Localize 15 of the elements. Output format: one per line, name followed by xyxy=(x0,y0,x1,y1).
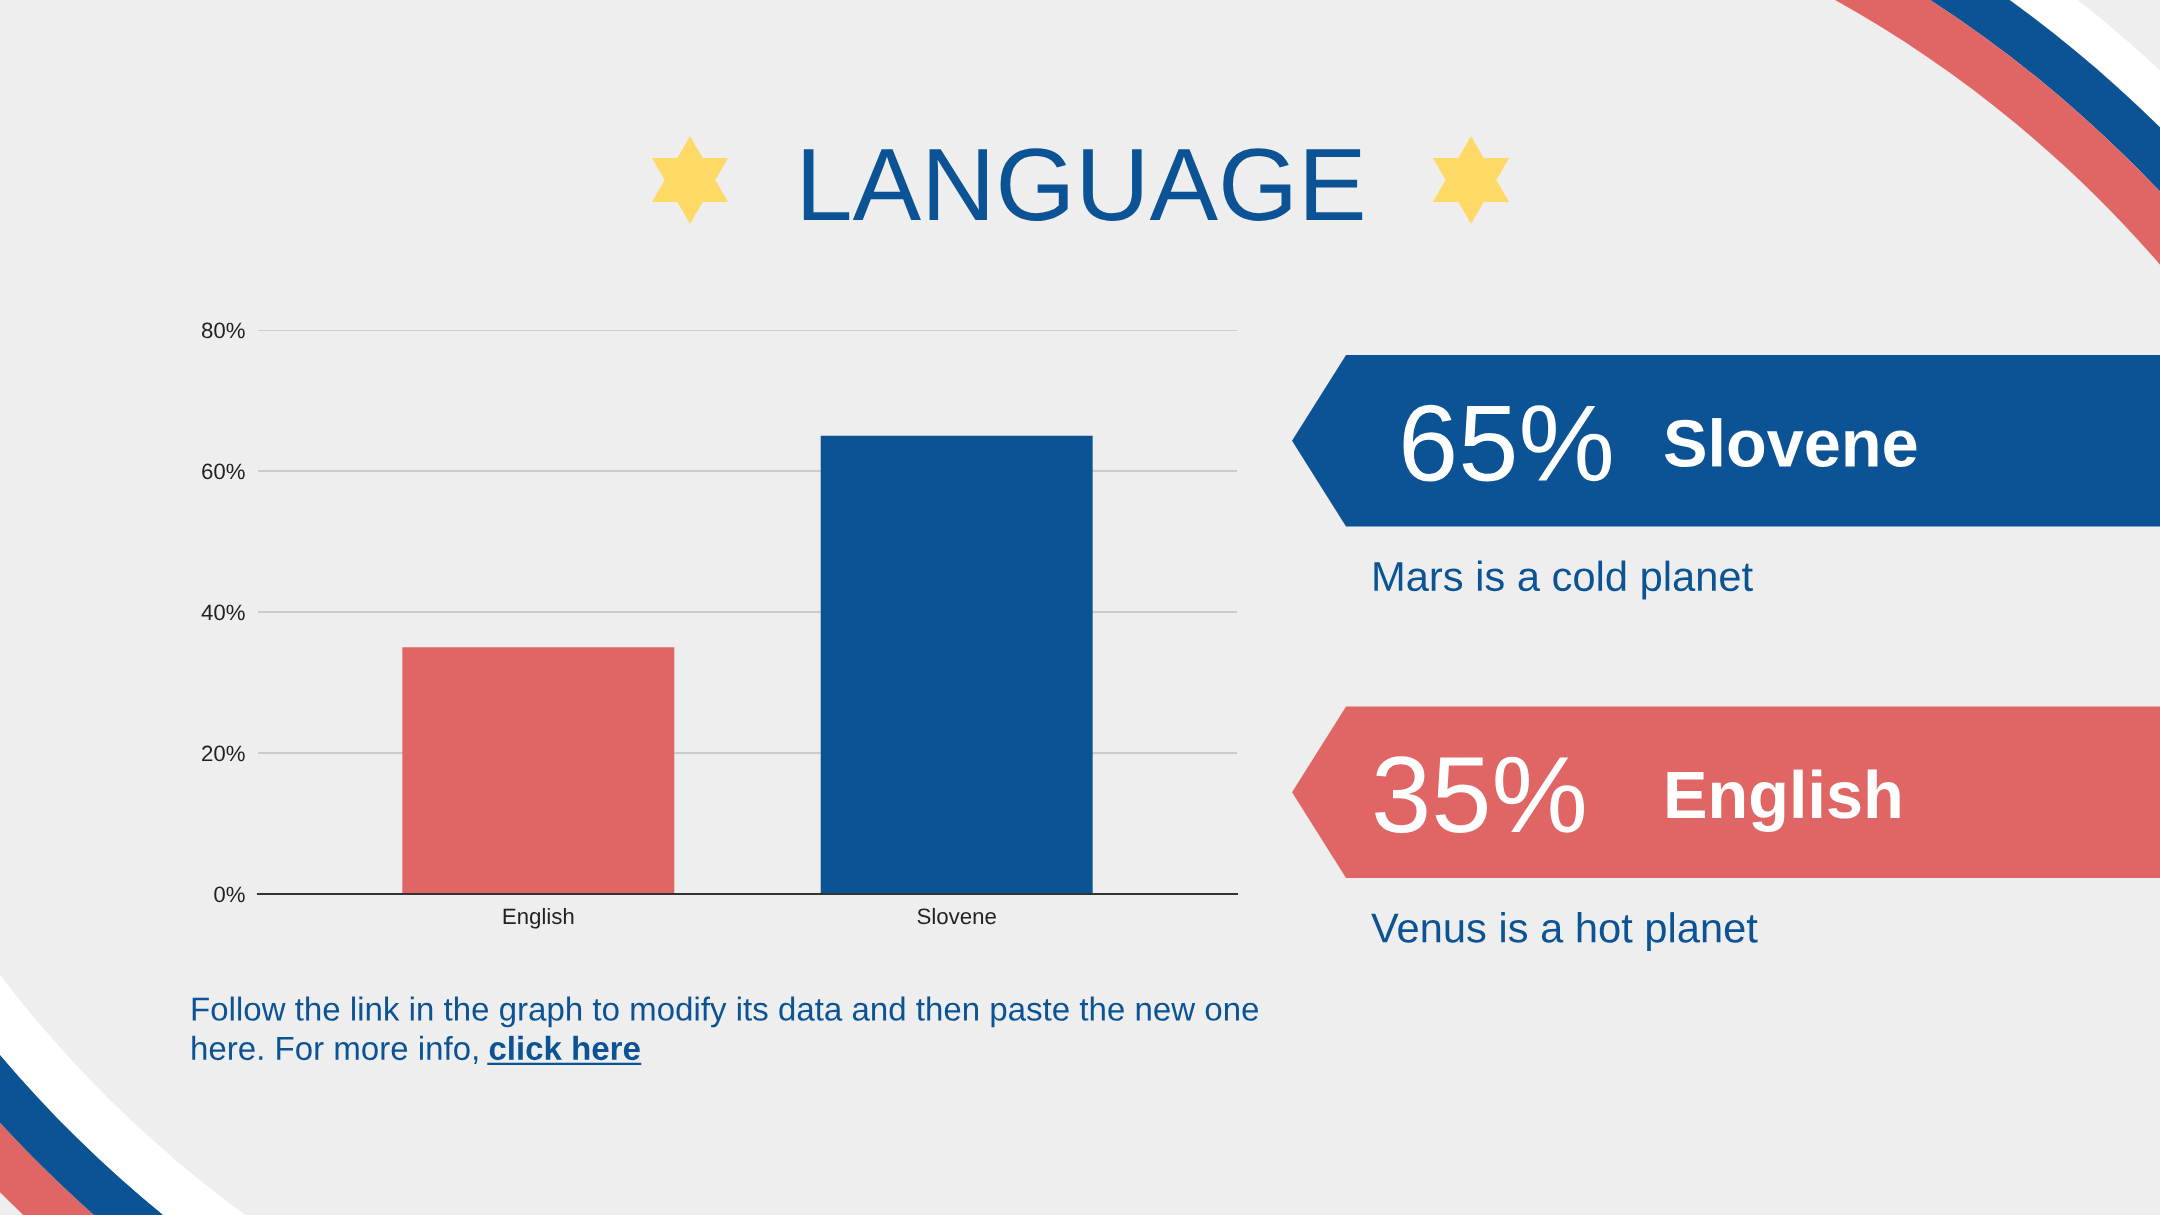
text: Slovene xyxy=(1664,418,1917,468)
text: Follow the link in the graph to modify its data and then paste the new one xyxy=(192,996,1258,1028)
text: 35% xyxy=(1375,756,1584,834)
y-tick-label: 20% xyxy=(202,745,245,762)
chart-title: LANGUAGE xyxy=(803,148,1363,222)
text: here. For more info, xyxy=(192,1035,478,1065)
y-tick-label: 40% xyxy=(201,604,245,621)
text: click here xyxy=(489,1035,640,1061)
y-tick-label: 0% xyxy=(214,886,245,903)
text: 65% xyxy=(1403,404,1611,482)
y-tick-label: 60% xyxy=(202,463,245,480)
text: Mars is a cold planet xyxy=(1374,560,1753,600)
text: Venus is a hot planet xyxy=(1371,912,1758,951)
text: English xyxy=(1667,769,1900,833)
y-tick-label: 80% xyxy=(201,322,245,339)
